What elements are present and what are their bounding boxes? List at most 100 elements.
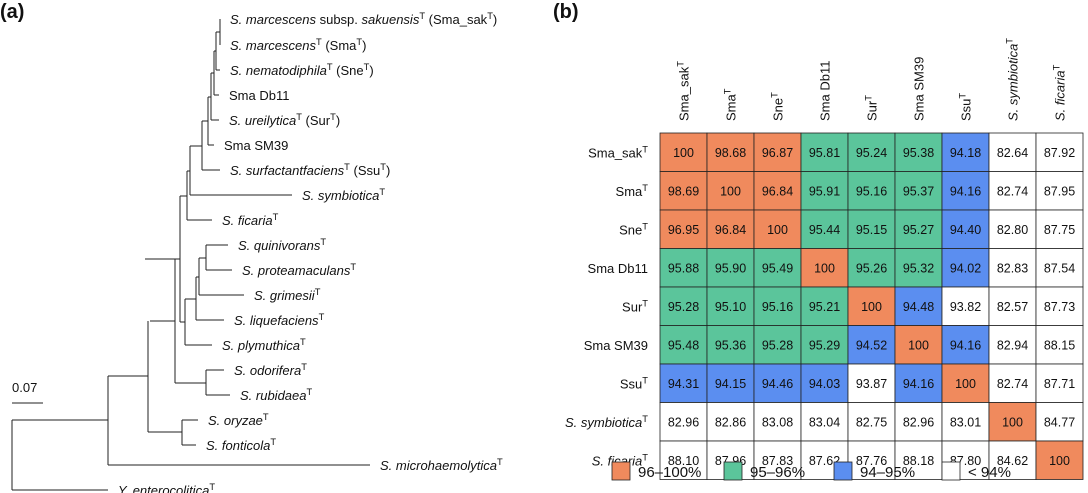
cell-fill — [753, 209, 802, 249]
scale-bar-label: 0.07 — [12, 380, 37, 395]
label-part: T — [770, 92, 780, 98]
matrix-cell: 95.81 — [800, 132, 849, 172]
cell-fill — [1035, 286, 1084, 326]
label-part: T — [642, 221, 648, 231]
cell-value: 100 — [814, 261, 835, 275]
matrix-cell: 88.18 — [894, 440, 943, 480]
cell-fill — [800, 171, 849, 211]
cell-fill — [1035, 171, 1084, 211]
label-part: T — [350, 262, 356, 272]
label-part: Sne — [619, 222, 642, 237]
cell-fill — [1035, 402, 1084, 442]
legend-item: < 94% — [941, 461, 1011, 481]
matrix-cell: 95.90 — [706, 248, 755, 288]
label-part: T — [1052, 64, 1062, 70]
cell-value: 82.75 — [856, 415, 887, 429]
matrix-cell: 82.83 — [988, 248, 1037, 288]
cell-value: 95.49 — [762, 261, 793, 275]
column-label: SneT — [770, 92, 786, 121]
row-label: SmaT — [616, 183, 649, 199]
label-part: T — [1005, 38, 1015, 44]
cell-value: 94.48 — [903, 300, 934, 314]
label-part: T — [296, 112, 302, 122]
matrix-cell: 82.64 — [988, 132, 1037, 172]
label-part: T — [315, 287, 321, 297]
cell-value: 100 — [1049, 454, 1070, 468]
label-part: S. marcescens — [230, 38, 316, 53]
label-part: S. symbiotica — [302, 188, 379, 203]
cell-value: 87.83 — [762, 454, 793, 468]
cell-value: 87.54 — [1044, 261, 1075, 275]
matrix-cell: 82.74 — [988, 363, 1037, 403]
cell-value: 82.83 — [997, 261, 1028, 275]
matrix-cell: 95.36 — [706, 325, 755, 365]
cell-fill — [894, 363, 943, 403]
cell-fill — [941, 171, 990, 211]
label-part: T — [209, 482, 215, 492]
taxon-label-sma_sak: S. marcescens subsp. sakuensisT (Sma_sak… — [230, 11, 497, 27]
label-part: T — [356, 37, 362, 47]
label-part: T — [676, 61, 686, 67]
cell-value: 94.40 — [950, 223, 981, 237]
label-part: Sma SM39 — [912, 57, 927, 121]
matrix-cell: 100 — [706, 171, 755, 211]
cell-fill — [988, 402, 1037, 442]
cell-fill — [847, 440, 896, 480]
label-part: T — [319, 312, 325, 322]
label-part: T — [642, 298, 648, 308]
matrix-cell: 94.15 — [706, 363, 755, 403]
label-part: S. ficaria — [222, 213, 273, 228]
taxon-label-liq: S. liquefaciensT — [234, 312, 325, 328]
matrix-cell: 82.57 — [988, 286, 1037, 326]
cell-value: 98.69 — [668, 184, 699, 198]
label-part: T — [642, 452, 648, 462]
label-part: Sma_sak — [677, 66, 692, 121]
label-part: T — [327, 62, 333, 72]
column-label: Sma_sakT — [676, 61, 692, 121]
label-part: ) — [493, 12, 497, 27]
column-label: S. ficariaT — [1052, 64, 1068, 121]
cell-fill — [800, 325, 849, 365]
matrix-cell: 98.68 — [706, 132, 755, 172]
taxon-label-yen: Y. enterocoliticaT — [118, 482, 215, 493]
matrix-cell: 95.28 — [659, 286, 708, 326]
label-part: Sma Db11 — [588, 261, 648, 276]
row-label: Sma_sakT — [588, 144, 648, 160]
taxon-label-ory: S. oryzaeT — [208, 412, 269, 428]
cell-value: 95.81 — [809, 146, 840, 160]
taxon-label-db11: Sma Db11 — [229, 88, 289, 103]
legend-label: 94–95% — [860, 464, 915, 481]
matrix-cell: 94.40 — [941, 209, 990, 249]
row-label: Sma Db11 — [588, 261, 648, 276]
cell-value: 95.16 — [762, 300, 793, 314]
cell-value: 82.74 — [997, 184, 1028, 198]
label-part: S. ureilytica — [229, 113, 296, 128]
label-part: T — [364, 62, 370, 72]
matrix-cell: 94.48 — [894, 286, 943, 326]
cell-value: 87.62 — [809, 454, 840, 468]
cell-fill — [800, 363, 849, 403]
cell-value: 83.01 — [950, 415, 981, 429]
panel-label-a: (a) — [0, 1, 25, 23]
matrix-cell: 95.49 — [753, 248, 802, 288]
cell-value: 94.16 — [950, 184, 981, 198]
matrix-cell: 82.74 — [988, 171, 1037, 211]
label-part: S. plymuthica — [222, 338, 300, 353]
cell-value: 100 — [1002, 415, 1023, 429]
cell-value: 95.29 — [809, 338, 840, 352]
taxon-label-pro: S. proteamaculansT — [242, 262, 356, 278]
cell-value: 95.26 — [856, 261, 887, 275]
cell-value: 95.48 — [668, 338, 699, 352]
label-part: Sur — [865, 100, 880, 121]
label-part: Sma Db11 — [229, 88, 289, 103]
cell-value: 87.92 — [1044, 146, 1075, 160]
cell-value: 94.15 — [715, 377, 746, 391]
matrix-cell: 95.91 — [800, 171, 849, 211]
label-part: S. liquefaciens — [234, 313, 319, 328]
matrix-cell: 94.16 — [941, 171, 990, 211]
cell-fill — [706, 325, 755, 365]
cell-fill — [800, 209, 849, 249]
taxon-label-fic: S. ficariaT — [222, 212, 279, 228]
taxon-label-rub: S. rubidaeaT — [240, 387, 313, 403]
label-part: T — [301, 362, 307, 372]
